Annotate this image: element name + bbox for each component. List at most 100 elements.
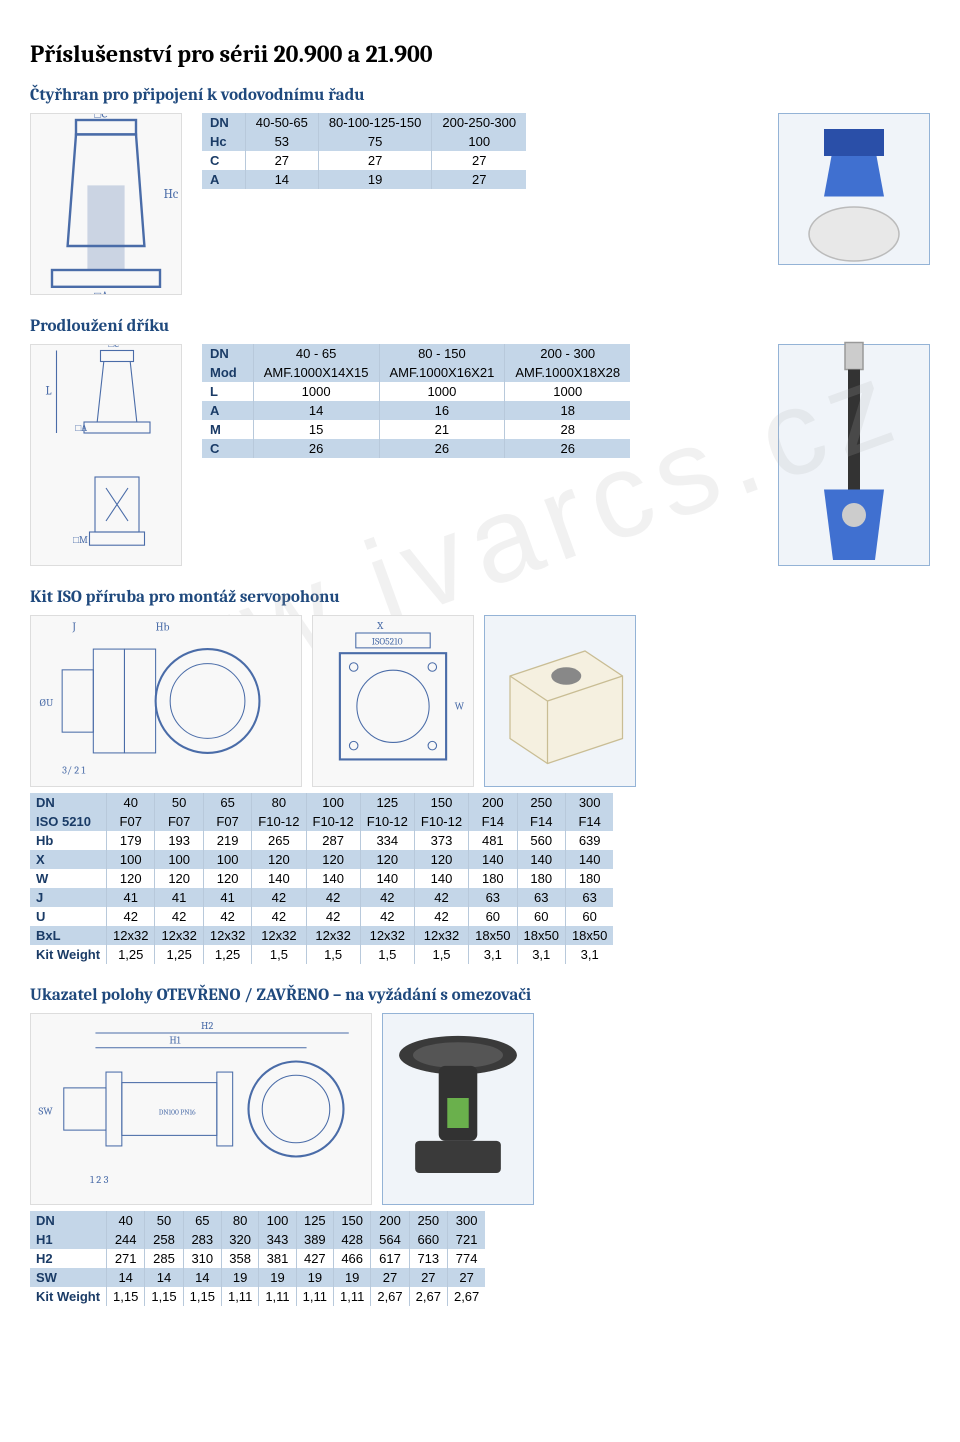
table-row-label: A [202,170,245,189]
table-header-cell: 250 [409,1211,447,1230]
table-cell: 774 [447,1249,485,1268]
table-cell: 428 [334,1230,371,1249]
table-row-label: Hb [30,831,107,850]
svg-text:Hb: Hb [156,620,170,633]
table-cell: 466 [334,1249,371,1268]
svg-text:J: J [72,620,77,633]
svg-text:ISO5210: ISO5210 [372,637,403,648]
table-cell: 42 [414,888,468,907]
table-header-cell: 65 [203,793,251,812]
table-header-cell: 50 [145,1211,183,1230]
table-cell: 100 [432,132,526,151]
table-cell: 140 [252,869,306,888]
table-cell: 120 [306,850,360,869]
svg-text:H2: H2 [201,1020,213,1032]
table-cell: 42 [306,907,360,926]
svg-text:□C: □C [94,114,107,121]
table-header-cell: 50 [155,793,203,812]
table-header-cell: 250 [517,793,565,812]
table-cell: 180 [517,869,565,888]
ukazatel-drawing: H2 H1 SW 1 2 3 DN100 PN16 [30,1013,372,1205]
table-cell: 310 [183,1249,221,1268]
table-cell: 26 [379,439,505,458]
table-cell: 358 [221,1249,258,1268]
table-cell: 2,67 [447,1287,485,1306]
table-cell: F07 [155,812,203,831]
table-cell: 16 [379,401,505,420]
table-cell: 53 [245,132,318,151]
table-cell: 381 [259,1249,296,1268]
section-prodlouzeni: Prodloužení dříku L □C □A □M DN40 - 6580… [30,317,930,566]
table-header-label: DN [30,793,107,812]
section-title-kit-iso: Kit ISO příruba pro montáž servopohonu [30,588,930,607]
table-row-label: W [30,869,107,888]
table-cell: 373 [414,831,468,850]
section-ukazatel: Ukazatel polohy OTEVŘENO / ZAVŘENO – na … [30,986,930,1306]
table-row-label: A [202,401,253,420]
table-cell: 18x50 [469,926,517,945]
table-cell: 14 [183,1268,221,1287]
table-header-cell: 80 [221,1211,258,1230]
table-cell: 42 [306,888,360,907]
table-cell: 18x50 [565,926,613,945]
ukazatel-table: DN40506580100125150200250300H12442582833… [30,1211,485,1306]
table-cell: 42 [360,888,414,907]
table-cell: 617 [371,1249,409,1268]
table-cell: 1,5 [414,945,468,964]
table-cell: 42 [252,888,306,907]
table-cell: 3,1 [469,945,517,964]
table-cell: 42 [360,907,414,926]
svg-text:□A: □A [75,423,87,434]
table-cell: 1,11 [221,1287,258,1306]
prodlouzeni-photo [778,344,930,566]
page-title: Příslušenství pro sérii 20.900 a 21.900 [30,40,930,68]
table-row-label: L [202,382,253,401]
table-cell: 244 [107,1230,145,1249]
table-cell: 41 [203,888,251,907]
table-row-label: Kit Weight [30,945,107,964]
table-cell: 14 [107,1268,145,1287]
table-cell: F10-12 [306,812,360,831]
table-cell: 12x32 [107,926,155,945]
table-row-label: Kit Weight [30,1287,107,1306]
table-cell: 14 [245,170,318,189]
table-cell: 12x32 [306,926,360,945]
table-cell: 1,25 [155,945,203,964]
table-cell: 140 [517,850,565,869]
table-header-cell: 200 [469,793,517,812]
prodlouzeni-table: DN40 - 6580 - 150200 - 300ModAMF.1000X14… [202,344,630,458]
table-cell: 1,11 [334,1287,371,1306]
table-cell: 19 [318,170,432,189]
ctyrhran-drawing: Hc □C □A [30,113,182,295]
table-header-cell: 200-250-300 [432,113,526,132]
table-row-label: SW [30,1268,107,1287]
table-cell: F10-12 [414,812,468,831]
table-header-label: DN [202,344,253,363]
table-cell: 180 [565,869,613,888]
ukazatel-photo [382,1013,534,1205]
table-cell: 180 [469,869,517,888]
table-cell: 27 [432,151,526,170]
table-cell: 100 [107,850,155,869]
table-cell: 1,15 [145,1287,183,1306]
table-cell: 2,67 [409,1287,447,1306]
table-cell: 63 [517,888,565,907]
table-cell: 12x32 [155,926,203,945]
ctyrhran-table: DN40-50-6580-100-125-150200-250-300Hc537… [202,113,526,189]
table-cell: 27 [371,1268,409,1287]
table-header-cell: 100 [306,793,360,812]
table-cell: 283 [183,1230,221,1249]
table-cell: 271 [107,1249,145,1268]
table-cell: 258 [145,1230,183,1249]
table-header-cell: 100 [259,1211,296,1230]
section-title-ctyrhran: Čtyřhran pro připojení k vodovodnímu řad… [30,86,930,105]
section-kit-iso: Kit ISO příruba pro montáž servopohonu J… [30,588,930,964]
table-cell: 42 [203,907,251,926]
table-cell: F14 [469,812,517,831]
table-cell: F10-12 [360,812,414,831]
table-row-label: M [202,420,253,439]
table-cell: 265 [252,831,306,850]
table-row-label: ISO 5210 [30,812,107,831]
table-cell: 481 [469,831,517,850]
table-row-label: BxL [30,926,107,945]
